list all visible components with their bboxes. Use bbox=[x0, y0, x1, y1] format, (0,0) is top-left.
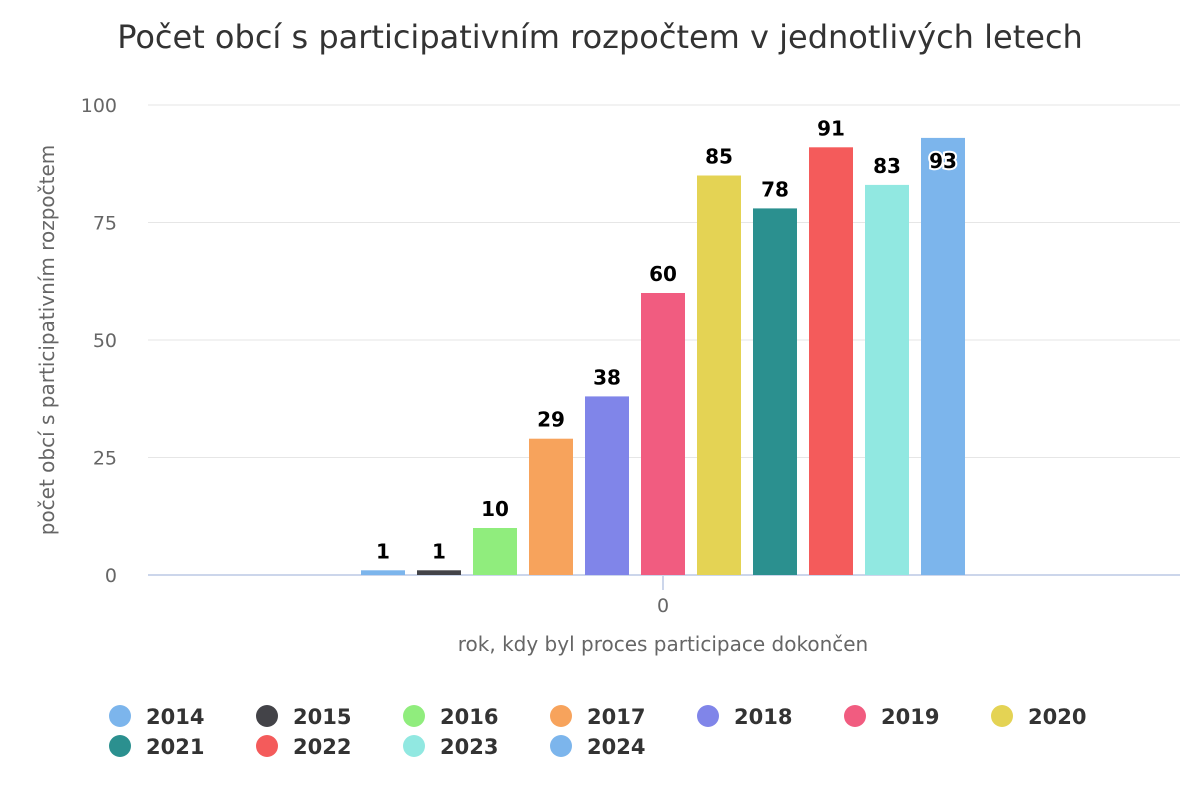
legend-symbol bbox=[109, 735, 131, 757]
bar-2016[interactable] bbox=[473, 528, 517, 575]
data-label-2022: 91 bbox=[817, 116, 845, 140]
chart-title: Počet obcí s participativním rozpočtem v… bbox=[117, 18, 1083, 56]
legend-item-2018[interactable]: 2018 bbox=[697, 705, 792, 729]
data-label-2024: 93 bbox=[929, 149, 957, 173]
legend-symbol bbox=[403, 705, 425, 727]
legend-label: 2015 bbox=[293, 705, 351, 729]
legend-symbol bbox=[844, 705, 866, 727]
y-axis-title: počet obcí s participativním rozpočtem bbox=[35, 145, 59, 536]
legend-item-2015[interactable]: 2015 bbox=[256, 705, 351, 729]
legend-label: 2020 bbox=[1028, 705, 1086, 729]
legend-symbol bbox=[256, 705, 278, 727]
data-label-2021: 78 bbox=[761, 177, 789, 201]
legend-symbol bbox=[550, 705, 572, 727]
legend-label: 2018 bbox=[734, 705, 792, 729]
legend-item-2020[interactable]: 2020 bbox=[991, 705, 1086, 729]
legend-label: 2019 bbox=[881, 705, 939, 729]
y-tick-label: 25 bbox=[93, 448, 117, 470]
legend-symbol bbox=[991, 705, 1013, 727]
data-label-2018: 38 bbox=[593, 365, 621, 389]
legend-item-2021[interactable]: 2021 bbox=[109, 735, 204, 759]
data-label-2014: 1 bbox=[376, 539, 390, 563]
y-tick-label: 75 bbox=[93, 213, 117, 235]
legend-item-2014[interactable]: 2014 bbox=[109, 705, 204, 729]
legend-symbol bbox=[403, 735, 425, 757]
legend-item-2016[interactable]: 2016 bbox=[403, 705, 498, 729]
bar-2024[interactable] bbox=[921, 137, 965, 575]
legend-symbol bbox=[550, 735, 572, 757]
legend-label: 2022 bbox=[293, 735, 351, 759]
bar-2015[interactable] bbox=[417, 570, 461, 575]
x-axis-title: rok, kdy byl proces participace dokončen bbox=[458, 632, 868, 656]
y-tick-label: 0 bbox=[105, 565, 117, 587]
legend-label: 2023 bbox=[440, 735, 498, 759]
data-label-2015: 1 bbox=[432, 539, 446, 563]
bar-2017[interactable] bbox=[529, 438, 573, 575]
y-tick-label: 100 bbox=[81, 95, 117, 117]
legend-label: 2024 bbox=[587, 735, 645, 759]
bar-2023[interactable] bbox=[865, 184, 909, 575]
legend-symbol bbox=[109, 705, 131, 727]
y-axis-ticks: 0 25 50 75 100 bbox=[81, 95, 117, 587]
legend-symbol bbox=[697, 705, 719, 727]
legend-label: 2016 bbox=[440, 705, 498, 729]
legend-item-2024[interactable]: 2024 bbox=[550, 735, 645, 759]
x-tick-label: 0 bbox=[657, 595, 669, 617]
legend-symbol bbox=[256, 735, 278, 757]
legend: 2014 2015 2016 2017 2018 2019 2020 2021 2022 2023… bbox=[109, 705, 1086, 759]
legend-item-2019[interactable]: 2019 bbox=[844, 705, 939, 729]
data-label-2023: 83 bbox=[873, 154, 901, 178]
legend-label: 2021 bbox=[146, 735, 204, 759]
legend-label: 2017 bbox=[587, 705, 645, 729]
bar-2019[interactable] bbox=[641, 293, 685, 575]
data-label-2016: 10 bbox=[481, 497, 509, 521]
legend-label: 2014 bbox=[146, 705, 204, 729]
bar-2014[interactable] bbox=[361, 570, 405, 575]
bar-2018[interactable] bbox=[585, 396, 629, 575]
bars: 1 1 10 29 38 60 85 78 91 83 93 bbox=[361, 114, 965, 576]
legend-item-2017[interactable]: 2017 bbox=[550, 705, 645, 729]
data-label-2020: 85 bbox=[705, 145, 733, 169]
legend-item-2023[interactable]: 2023 bbox=[403, 735, 498, 759]
y-tick-label: 50 bbox=[93, 330, 117, 352]
bar-2022[interactable] bbox=[809, 147, 853, 576]
data-label-2019: 60 bbox=[649, 262, 677, 286]
legend-item-2022[interactable]: 2022 bbox=[256, 735, 351, 759]
data-label-2017: 29 bbox=[537, 408, 565, 432]
bar-2021[interactable] bbox=[753, 208, 797, 575]
bar-2020[interactable] bbox=[697, 175, 741, 576]
